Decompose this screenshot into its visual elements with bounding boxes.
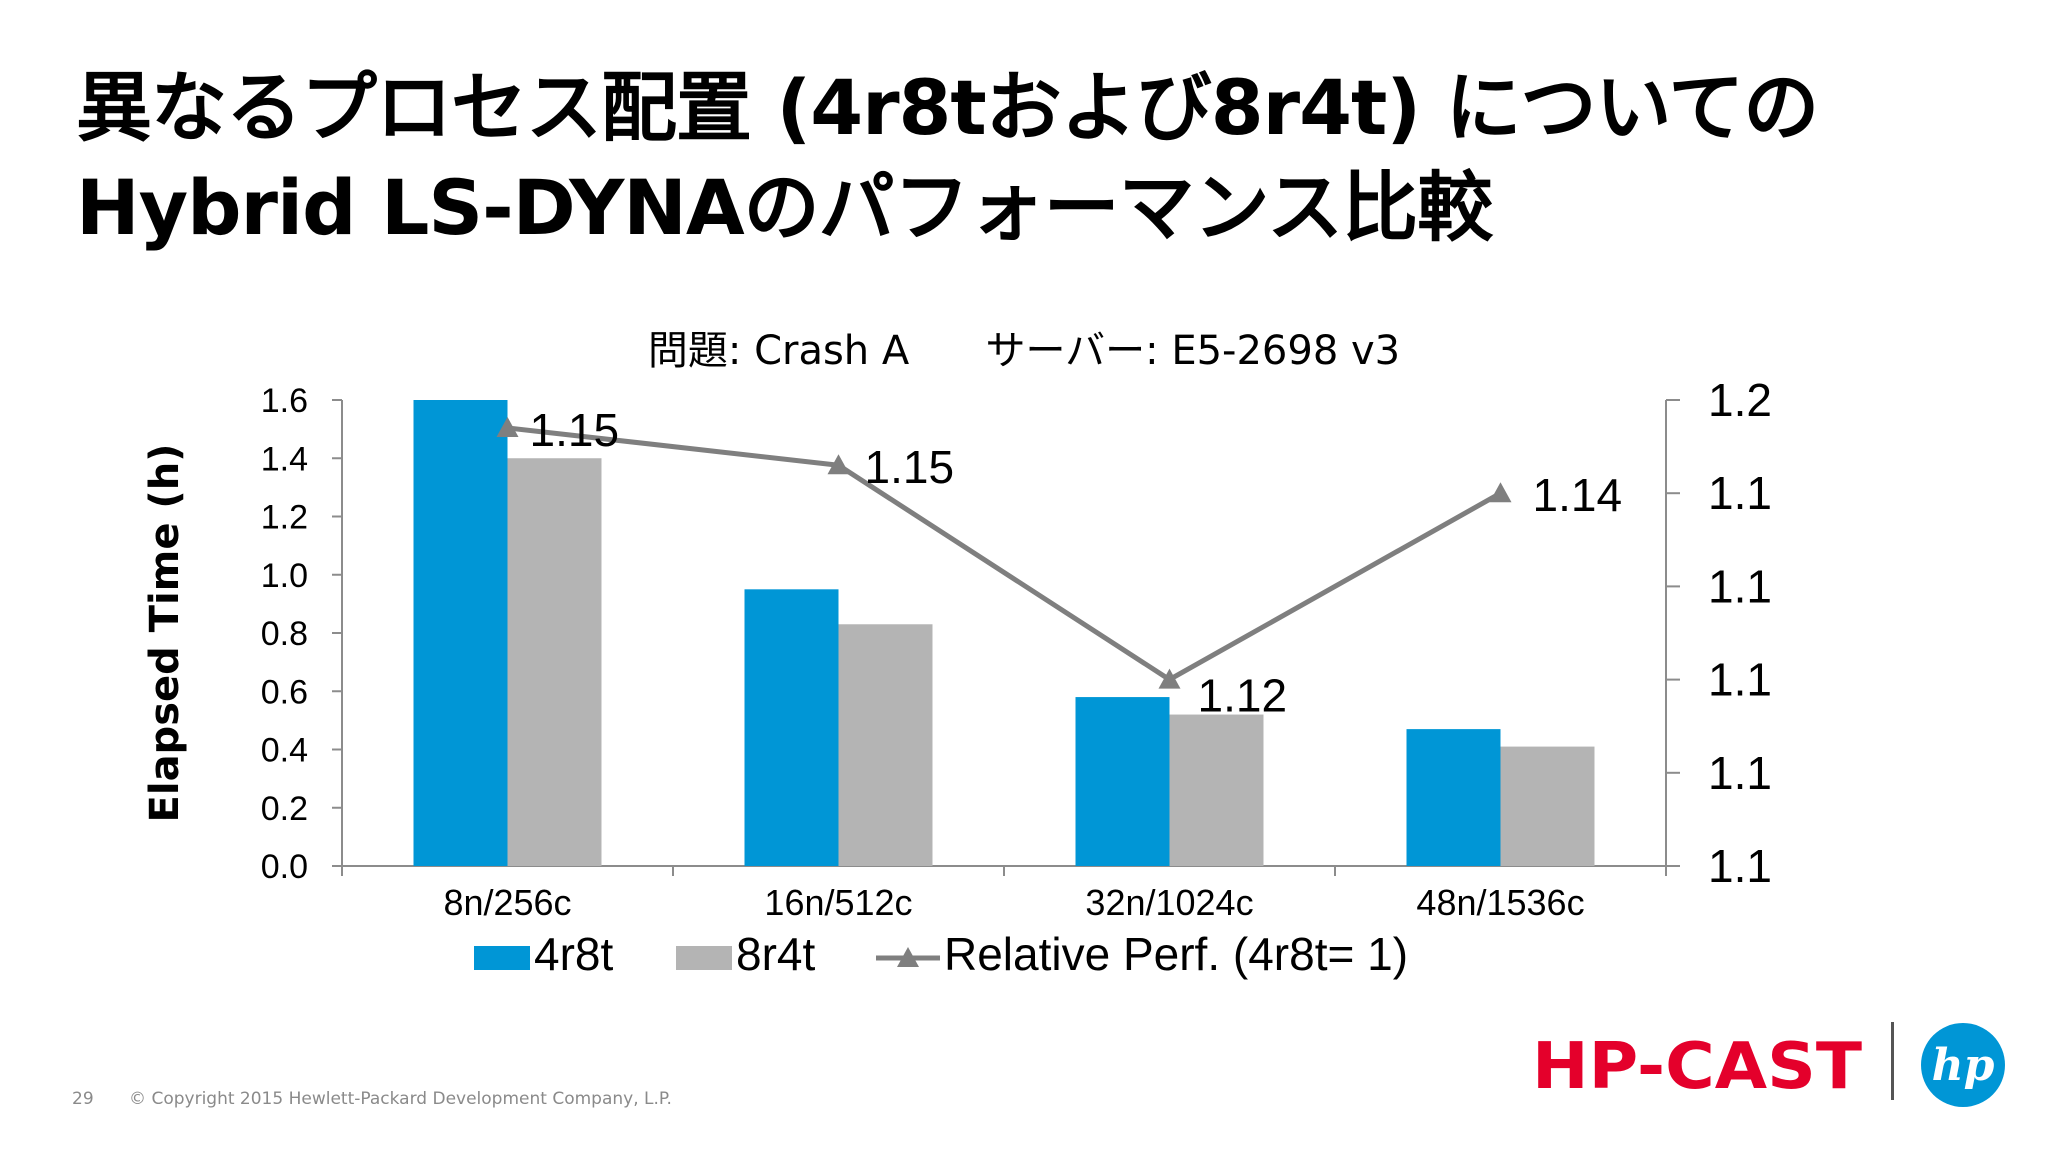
logo-divider [1891,1022,1894,1100]
bar-4r8t [413,400,508,866]
bar-8r4t [507,458,602,866]
y-tick-label: 0.6 [261,673,308,711]
bar-4r8t [1075,697,1170,866]
y2-tick-label: 1.1 [1708,467,1772,519]
y-tick-label: 0.4 [261,732,308,770]
data-label: 1.15 [530,404,620,456]
legend-label-relative-perf: Relative Perf. (4r8t= 1) [944,928,1408,980]
title-line-2: Hybrid LS-DYNAのパフォーマンス比較 [76,163,1493,252]
relative-perf-point [496,416,519,437]
bar-8r4t [838,624,933,866]
title-line-1: 異なるプロセス配置 (4r8tおよび8r4t) についての [76,63,1819,152]
footer: 29 © Copyright 2015 Hewlett-Packard Deve… [72,1089,672,1109]
x-tick-label: 48n/1536c [1416,882,1584,923]
relative-perf-line [507,425,1502,683]
slide-title: 異なるプロセス配置 (4r8tおよび8r4t) についての Hybrid LS-… [76,58,1996,258]
legend-label-4r8t: 4r8t [534,928,613,980]
y2-tick-label: 1.2 [1708,374,1772,426]
legend-swatch-4r8t [474,946,530,970]
legend-marker-relative-perf [897,947,919,967]
page-number: 29 [72,1089,94,1109]
y-tick-label: 0.2 [261,790,308,828]
y2-tick-label: 1.1 [1708,747,1772,799]
relative-perf-point [1489,482,1512,503]
legend-label-8r4t: 8r4t [736,928,815,980]
bar-8r4t [1169,714,1264,866]
relative-perf-point [827,454,850,475]
x-tick-label: 8n/256c [443,882,571,923]
y-tick-label: 1.0 [261,557,308,595]
hp-logo: hp [1921,1023,2005,1107]
y2-tick-label: 1.1 [1708,560,1772,612]
chart-subtitle: 問題: Crash A サーバー: E5-2698 v3 [647,328,1401,374]
y2-tick-label: 1.1 [1708,654,1772,706]
data-label: 1.12 [1198,670,1288,722]
y-tick-label: 1.6 [261,382,308,420]
legend-swatch-8r4t [676,946,732,970]
copyright: © Copyright 2015 Hewlett-Packard Develop… [129,1089,672,1109]
svg-text:HP-CAST: HP-CAST [1532,1030,1862,1098]
y-tick-label: 0.0 [261,848,308,886]
y2-tick-label: 1.1 [1708,840,1772,892]
data-label: 1.14 [1533,469,1623,521]
data-label: 1.15 [865,441,955,493]
x-tick-label: 16n/512c [764,882,912,923]
bar-4r8t [744,589,839,866]
hp-cast-logo: HP-CAST [1532,1030,1862,1098]
y-axis-title: Elapsed Time (h) [142,444,188,823]
y-tick-label: 0.8 [261,615,308,653]
relative-perf-point [1158,668,1181,689]
x-tick-label: 32n/1024c [1085,882,1253,923]
bar-4r8t [1406,729,1501,866]
chart: 0.0 0.2 0.4 0.6 0.8 1.0 1.2 1.4 1.6 1.1 1.1 1.1 1.1 1… [142,374,1772,980]
y-tick-label: 1.2 [261,499,308,537]
y-tick-label: 1.4 [261,440,308,478]
svg-text:hp: hp [1932,1040,1995,1091]
bar-8r4t [1500,746,1595,866]
